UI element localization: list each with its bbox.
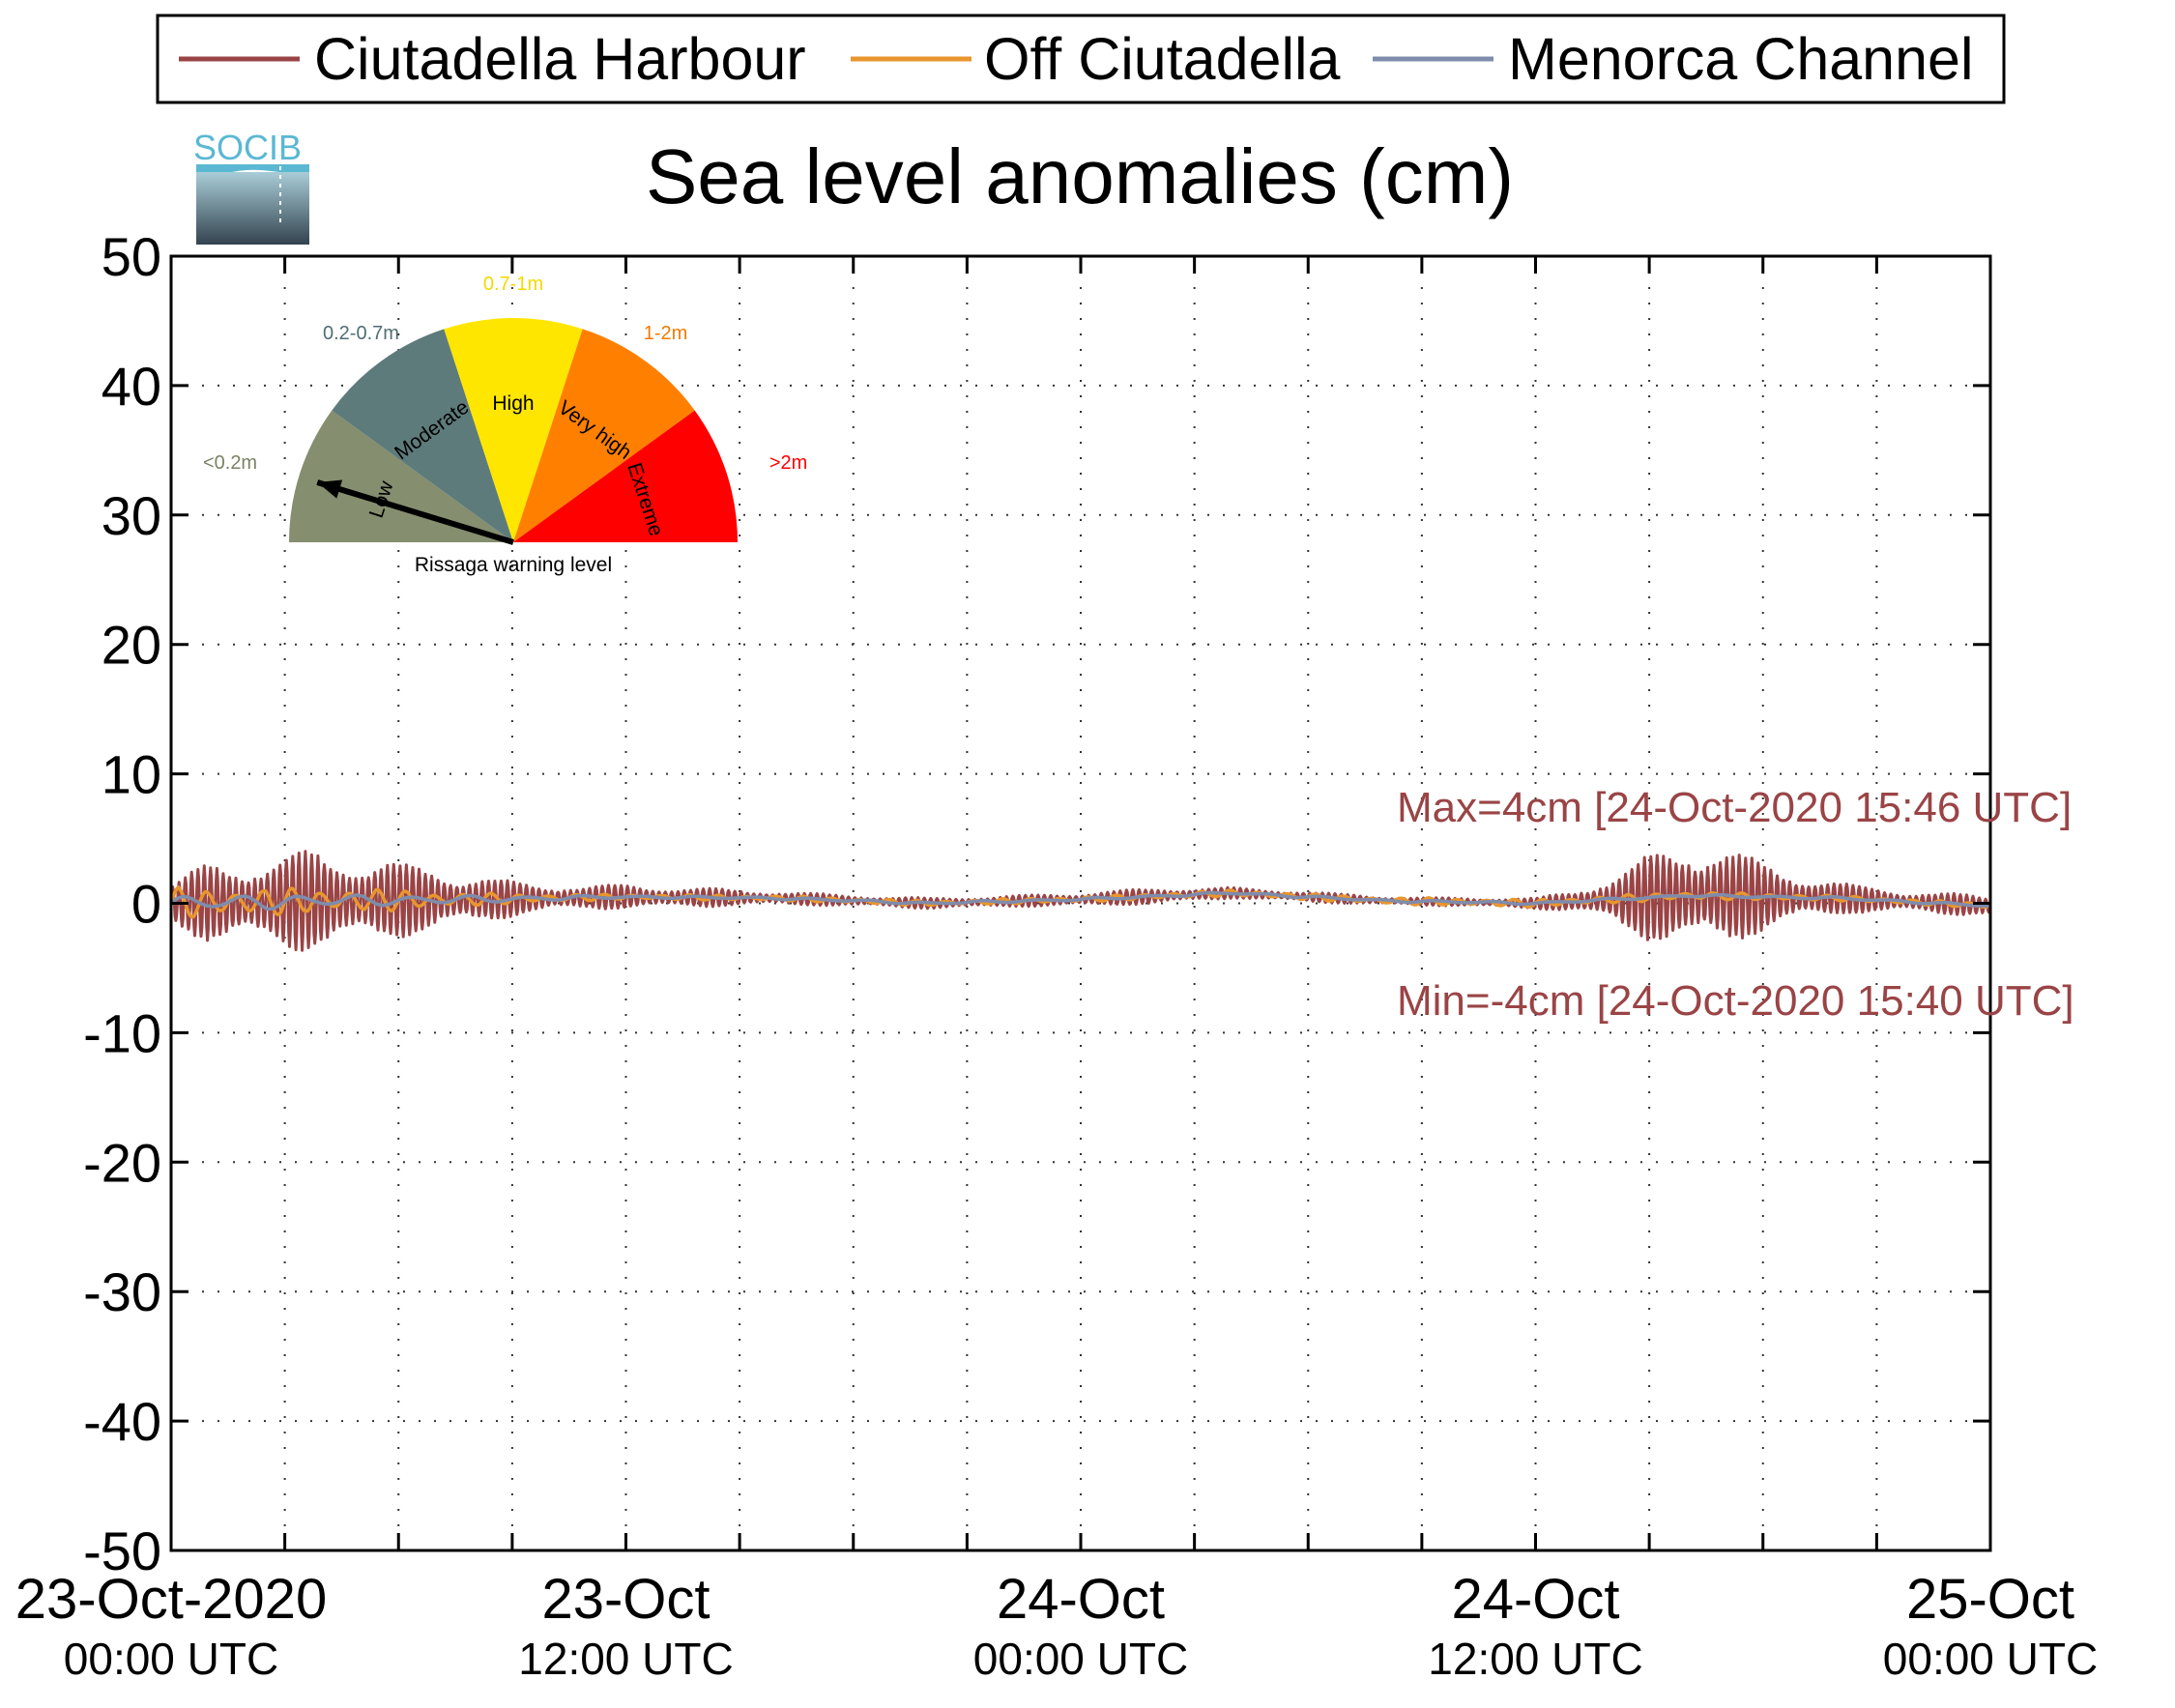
x-tick-time-label: 00:00 UTC <box>973 1634 1188 1684</box>
y-tick-label: 30 <box>102 485 161 546</box>
x-tick-date-label: 25-Oct <box>1906 1568 2074 1631</box>
gauge-range-label-extreme: >2m <box>769 452 807 474</box>
y-tick-label: -40 <box>83 1391 161 1452</box>
gauge-sector-extreme <box>513 410 739 542</box>
legend-frame <box>156 14 2006 104</box>
gauge-range-label-low: <0.2m <box>203 452 257 474</box>
x-tick-time-label: 00:00 UTC <box>64 1634 278 1684</box>
x-tick-time-label: 12:00 UTC <box>518 1634 733 1684</box>
max-annotation: Max=4cm [24-Oct-2020 15:46 UTC] <box>1397 784 2072 831</box>
y-tick-label: 0 <box>131 874 161 935</box>
series-line-menorca-channel <box>169 890 1990 912</box>
y-tick-label: 10 <box>102 744 161 805</box>
x-tick-date-label: 23-Oct <box>541 1568 710 1631</box>
socib-logo-water <box>196 172 309 245</box>
x-tick-date-label: 24-Oct <box>1451 1568 1619 1631</box>
y-tick-label: 20 <box>102 615 161 676</box>
y-tick-label: -30 <box>83 1261 161 1322</box>
y-tick-label: 50 <box>102 226 161 287</box>
gauge-range-label-very-high: 1-2m <box>644 323 688 344</box>
socib-logo: SOCIB <box>193 128 309 245</box>
series-layer <box>169 850 1992 952</box>
gauge-range-label-moderate: 0.2-0.7m <box>323 323 399 344</box>
socib-logo-text: SOCIB <box>193 128 302 167</box>
gauge-sector-very-high <box>513 329 695 542</box>
gauge-sector-moderate <box>332 329 513 542</box>
legend: Ciutadella Harbour Off Ciutadella Menorc… <box>156 14 2006 104</box>
y-tick-labels: 50 40 30 20 10 0 -10 -20 -30 -40 -50 <box>83 226 161 1581</box>
x-tick-time-label: 12:00 UTC <box>1428 1634 1642 1684</box>
gauge-sector-high <box>444 318 583 542</box>
x-tick-date-label: 24-Oct <box>997 1568 1165 1631</box>
y-tick-label: -20 <box>83 1132 161 1193</box>
y-tick-label: 40 <box>102 356 161 417</box>
gauge-caption: Rissaga warning level <box>415 554 612 576</box>
y-tick-label: -50 <box>83 1520 161 1581</box>
legend-label-menorca-channel: Menorca Channel <box>1508 26 1974 92</box>
min-annotation: Min=-4cm [24-Oct-2020 15:40 UTC] <box>1397 977 2074 1025</box>
gauge-sector-low <box>289 410 513 542</box>
legend-label-ciutadella-harbour: Ciutadella Harbour <box>314 26 806 92</box>
plot-frame <box>169 254 1992 1552</box>
x-tick-date-label: 23-Oct-2020 <box>15 1568 327 1631</box>
gauge-needle <box>316 479 514 545</box>
x-tick-time-label: 00:00 UTC <box>1883 1634 2098 1684</box>
y-tick-label: -10 <box>83 1002 161 1063</box>
gauge-needle-arrowhead <box>317 479 343 499</box>
legend-label-off-ciutadella: Off Ciutadella <box>984 26 1341 92</box>
gauge-level-name-high: High <box>492 392 534 415</box>
gauge-range-label-high: 0.7-1m <box>483 274 543 295</box>
chart-title: Sea level anomalies (cm) <box>646 133 1514 219</box>
